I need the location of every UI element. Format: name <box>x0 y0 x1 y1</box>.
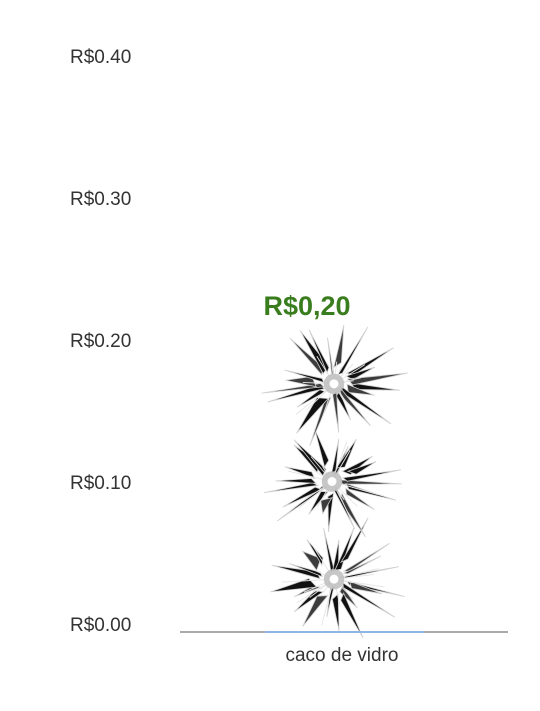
bars-group <box>262 325 408 638</box>
x-axis-category-labels: caco de vidro <box>285 645 398 666</box>
data-labels-group: R$0,20 <box>263 291 350 321</box>
x-category-label: caco de vidro <box>285 645 398 666</box>
broken-glass-icon <box>271 518 405 638</box>
bar <box>262 325 408 638</box>
y-axis-ticks: R$0.40 R$0.30 R$0.20 R$0.10 R$0.00 <box>70 47 131 636</box>
y-tick-label: R$0.20 <box>70 331 131 352</box>
bar-value-label: R$0,20 <box>263 291 350 321</box>
y-tick-label: R$0.00 <box>70 615 131 636</box>
broken-glass-icon <box>264 428 402 537</box>
broken-glass-icon <box>262 325 408 446</box>
y-tick-label: R$0.10 <box>70 473 131 494</box>
y-tick-label: R$0.30 <box>70 189 131 210</box>
y-tick-label: R$0.40 <box>70 47 131 68</box>
